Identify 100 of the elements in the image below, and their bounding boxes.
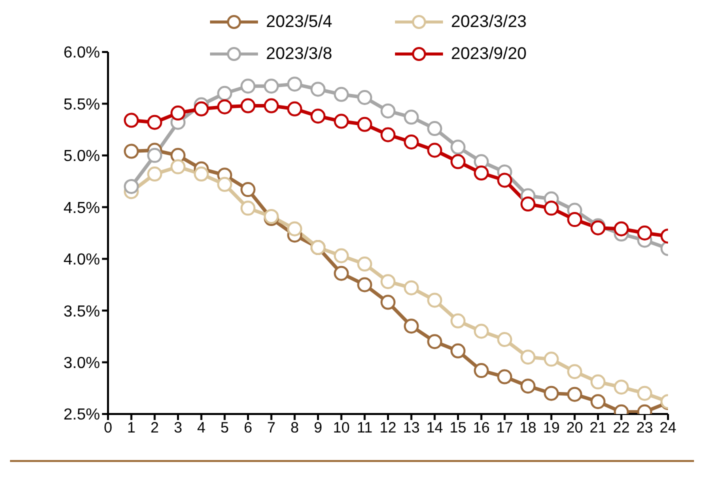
point <box>590 374 606 390</box>
point <box>544 386 559 401</box>
point <box>264 208 279 224</box>
point <box>334 114 349 129</box>
point <box>450 313 466 328</box>
point <box>287 76 302 92</box>
x-tick-label: 0 <box>104 420 112 437</box>
point <box>614 380 629 395</box>
x-tick-label: 8 <box>290 420 299 437</box>
x-tick-label: 6 <box>244 420 252 437</box>
point <box>404 318 419 334</box>
point <box>567 364 582 380</box>
point <box>240 78 256 94</box>
point <box>170 106 186 121</box>
legend-label: 2023/3/23 <box>451 12 527 32</box>
point <box>474 324 489 339</box>
point <box>404 110 419 125</box>
point <box>427 292 442 308</box>
y-tick-label: 5.0% <box>64 148 100 166</box>
x-tick-label: 2 <box>150 420 159 437</box>
point <box>357 90 372 106</box>
point <box>404 134 419 150</box>
y-tick-label: 5.5% <box>64 96 100 114</box>
x-tick-label: 18 <box>520 420 536 437</box>
point <box>637 386 652 401</box>
point <box>287 101 302 116</box>
point <box>240 200 256 216</box>
x-tick-label: 24 <box>660 420 676 437</box>
point <box>334 248 349 264</box>
point <box>427 121 442 136</box>
point <box>497 332 512 348</box>
point <box>380 294 396 310</box>
point <box>450 154 466 170</box>
point <box>590 394 606 410</box>
y-tick-label: 4.0% <box>64 252 100 269</box>
x-tick-label: 5 <box>220 420 229 437</box>
legend-label: 2023/9/20 <box>451 44 527 64</box>
point <box>567 212 582 228</box>
y-tick-label: 3.0% <box>64 354 100 372</box>
point <box>404 280 419 296</box>
point <box>264 78 279 94</box>
point <box>264 98 279 114</box>
point <box>380 127 396 142</box>
point <box>147 166 162 182</box>
point <box>497 172 512 188</box>
y-tick-label: 4.5% <box>64 200 100 217</box>
y-tick-label: 2.5% <box>64 406 100 424</box>
x-tick-label: 7 <box>267 420 276 437</box>
x-tick-label: 17 <box>496 420 514 437</box>
x-tick-label: 16 <box>472 420 490 437</box>
point <box>474 166 489 181</box>
legend-label: 2023/3/8 <box>266 44 332 64</box>
point <box>334 266 349 281</box>
point <box>357 116 372 132</box>
x-tick-label: 12 <box>380 420 396 437</box>
point <box>544 200 559 216</box>
point <box>334 86 349 102</box>
point <box>520 196 536 212</box>
point <box>427 142 442 158</box>
point <box>497 369 512 384</box>
point <box>357 277 372 292</box>
point <box>614 221 629 236</box>
x-tick-label: 19 <box>542 420 560 437</box>
point <box>474 363 489 378</box>
point <box>217 176 232 192</box>
point <box>450 140 466 155</box>
legend-label: 2023/5/4 <box>266 12 332 32</box>
point <box>637 226 652 240</box>
point <box>147 114 162 130</box>
point <box>194 101 209 116</box>
point <box>544 352 559 367</box>
x-tick-label: 14 <box>426 420 444 437</box>
x-tick-label: 11 <box>356 420 372 437</box>
point <box>240 182 256 198</box>
point <box>170 159 186 174</box>
x-tick-label: 13 <box>402 420 420 437</box>
point <box>310 82 326 97</box>
x-tick-label: 22 <box>612 420 630 437</box>
point <box>567 386 582 402</box>
point <box>357 256 372 272</box>
point <box>380 274 396 290</box>
point <box>124 112 139 128</box>
point <box>520 350 536 365</box>
y-tick-label: 3.5% <box>64 303 100 320</box>
point <box>450 343 466 358</box>
x-tick-label: 23 <box>636 420 654 437</box>
point <box>124 178 139 194</box>
point <box>287 221 302 236</box>
x-tick-label: 21 <box>590 420 606 437</box>
x-tick-label: 9 <box>314 420 322 437</box>
x-tick-label: 20 <box>566 420 584 437</box>
x-tick-label: 3 <box>174 420 182 437</box>
point <box>520 378 536 394</box>
point <box>310 108 326 124</box>
point <box>240 98 256 114</box>
point <box>147 148 162 163</box>
y-tick-label: 6.0% <box>64 44 100 62</box>
x-tick-label: 1 <box>127 420 136 437</box>
point <box>217 86 232 101</box>
x-tick-label: 4 <box>197 420 206 437</box>
